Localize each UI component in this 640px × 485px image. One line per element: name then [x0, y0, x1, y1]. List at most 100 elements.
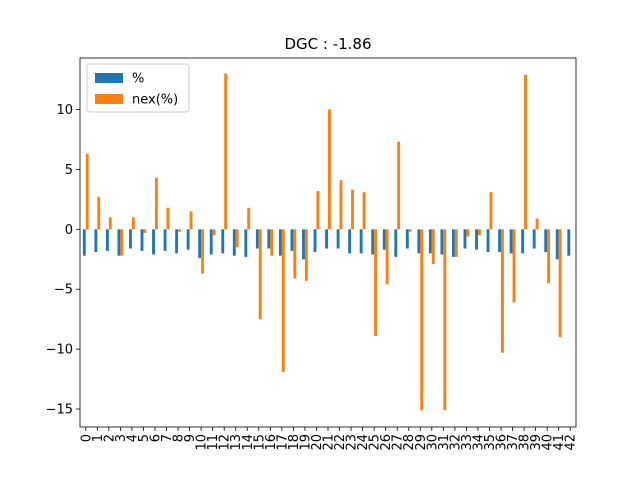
bar-series-1-cat-39: [535, 218, 539, 230]
bar-series-1-cat-12: [224, 73, 228, 230]
bar-series-1-cat-16: [270, 229, 274, 256]
x-tick-label: 24: [356, 434, 371, 451]
bar-series-0-cat-35: [486, 229, 490, 253]
legend-swatch-0: [95, 73, 123, 83]
bar-series-0-cat-22: [336, 229, 340, 249]
bar-series-0-cat-17: [278, 229, 282, 256]
x-tick-label: 9: [183, 434, 198, 442]
x-tick-label: 21: [322, 434, 337, 451]
x-tick-label: 20: [310, 434, 325, 451]
bar-series-0-cat-15: [255, 229, 259, 249]
x-tick-label: 13: [229, 434, 244, 451]
bar-series-0-cat-4: [129, 229, 132, 249]
bar-series-0-cat-34: [475, 229, 478, 250]
bar-series-0-cat-14: [244, 229, 248, 257]
y-tick-label: 5: [65, 163, 73, 178]
x-tick-label: 33: [460, 434, 475, 451]
bar-series-1-cat-41: [558, 229, 562, 338]
bar-series-1-cat-36: [501, 229, 504, 353]
bar-series-1-cat-3: [120, 229, 124, 256]
bar-series-0-cat-7: [163, 229, 167, 251]
x-tick-label: 5: [137, 434, 152, 442]
bar-series-0-cat-31: [440, 229, 444, 255]
bar-series-1-cat-33: [466, 229, 470, 237]
bar-series-0-cat-11: [209, 229, 213, 255]
x-tick-label: 8: [172, 434, 187, 442]
x-tick-label: 7: [160, 434, 175, 442]
x-tick-label: 0: [79, 434, 94, 442]
bar-series-1-cat-21: [328, 109, 331, 230]
x-tick-label: 10: [195, 434, 210, 451]
x-tick-label: 31: [437, 434, 452, 451]
x-tick-label: 2: [102, 434, 117, 442]
bar-series-1-cat-28: [408, 229, 412, 232]
bar-series-1-cat-22: [339, 180, 343, 230]
bar-series-0-cat-0: [82, 229, 86, 256]
x-tick-label: 29: [414, 434, 429, 451]
x-tick-label: 22: [333, 434, 348, 451]
bar-series-0-cat-13: [232, 229, 236, 256]
bar-series-0-cat-8: [175, 229, 179, 254]
bar-series-0-cat-38: [521, 229, 525, 254]
bar-series-1-cat-26: [385, 229, 389, 285]
bar-series-1-cat-40: [547, 229, 551, 284]
x-tick-label: 17: [275, 434, 290, 451]
bar-series-1-cat-37: [512, 229, 516, 303]
bar-series-1-cat-29: [420, 229, 424, 411]
x-tick-label: 42: [564, 434, 579, 451]
bar-series-0-cat-30: [428, 229, 432, 254]
plot-area: −15−10−505100123456789101112131415161718…: [46, 57, 579, 451]
bar-series-1-cat-35: [489, 192, 493, 230]
bar-series-0-cat-9: [186, 229, 190, 250]
bar-series-0-cat-27: [394, 229, 398, 257]
bar-series-0-cat-20: [313, 229, 317, 253]
x-tick-label: 6: [148, 434, 163, 442]
x-tick-label: 30: [425, 434, 440, 451]
bar-series-1-cat-1: [97, 196, 101, 230]
bar-series-1-cat-25: [374, 229, 378, 336]
bar-series-1-cat-24: [362, 192, 366, 230]
bar-series-0-cat-42: [567, 229, 571, 256]
bar-series-0-cat-41: [555, 229, 559, 260]
bar-series-1-cat-4: [131, 217, 135, 230]
bar-series-1-cat-18: [293, 229, 297, 279]
bar-series-0-cat-19: [302, 229, 305, 260]
x-tick-label: 28: [402, 434, 417, 451]
bar-series-1-cat-23: [351, 189, 354, 230]
bar-series-0-cat-28: [405, 229, 409, 249]
bar-series-0-cat-39: [532, 229, 536, 249]
y-tick-label: −5: [54, 283, 73, 298]
bar-series-0-cat-18: [290, 229, 294, 251]
y-tick-label: 10: [56, 103, 73, 118]
y-tick-label: −10: [46, 343, 73, 358]
x-tick-label: 11: [206, 434, 221, 451]
legend-label-0: %: [132, 72, 144, 87]
y-tick-label: 0: [65, 223, 73, 238]
bar-series-0-cat-2: [105, 229, 109, 251]
bar-series-1-cat-5: [143, 229, 147, 233]
bar-series-1-cat-17: [281, 229, 285, 372]
bar-series-0-cat-16: [267, 229, 271, 249]
bar-series-1-cat-8: [178, 229, 181, 232]
x-tick-label: 27: [391, 434, 406, 451]
bar-series-1-cat-2: [108, 217, 112, 230]
chart-title: DGC : -1.86: [284, 35, 371, 53]
bar-series-0-cat-26: [382, 229, 386, 250]
x-tick-label: 16: [264, 434, 279, 451]
x-tick-label: 32: [448, 434, 463, 451]
bar-series-0-cat-36: [498, 229, 502, 253]
bar-series-1-cat-7: [166, 207, 170, 230]
bar-series-1-cat-31: [443, 229, 447, 411]
bar-series-0-cat-6: [152, 229, 155, 255]
bar-series-0-cat-25: [371, 229, 375, 255]
bar-series-0-cat-33: [463, 229, 467, 249]
y-tick-label: −15: [46, 403, 73, 418]
bar-series-0-cat-23: [348, 229, 352, 254]
x-tick-label: 19: [298, 434, 313, 451]
bar-series-0-cat-40: [544, 229, 548, 253]
bar-series-1-cat-9: [189, 211, 193, 230]
bar-series-0-cat-21: [325, 229, 328, 249]
bar-series-1-cat-15: [258, 229, 262, 320]
